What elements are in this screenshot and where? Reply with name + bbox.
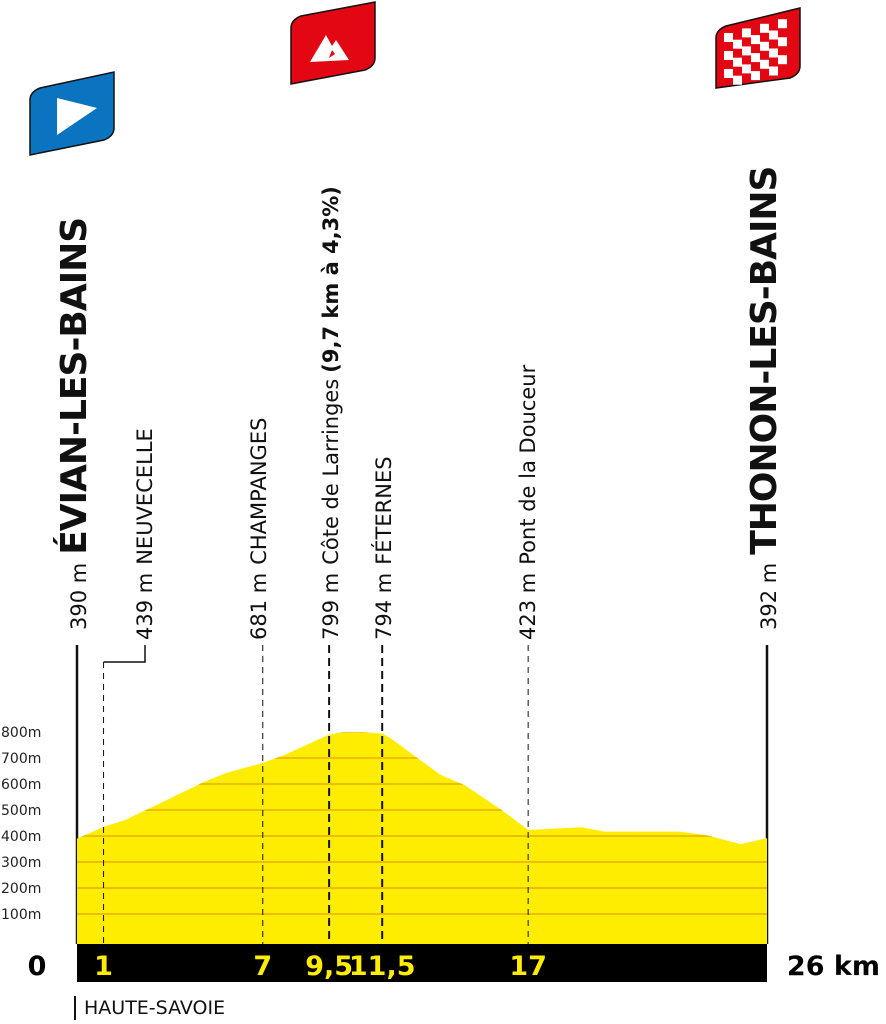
checker-square bbox=[733, 57, 742, 67]
point-altitude: 439 m bbox=[133, 572, 157, 640]
start-label: 390 m ÉVIAN-LES-BAINS bbox=[53, 218, 97, 630]
checker-square bbox=[760, 23, 769, 33]
checker-square bbox=[778, 19, 787, 29]
finish-label: 392 m THONON-LES-BAINS bbox=[743, 167, 787, 630]
point-altitude: 799 m bbox=[319, 572, 343, 640]
start-altitude: 390 m bbox=[67, 562, 91, 630]
point-name: FÉTERNES bbox=[372, 456, 396, 565]
finish-flag bbox=[715, 7, 801, 89]
y-tick-label: 400m bbox=[1, 829, 41, 845]
y-tick-label: 800m bbox=[1, 725, 41, 741]
point-altitude: 423 m bbox=[516, 572, 540, 640]
finish-town: THONON-LES-BAINS bbox=[744, 166, 785, 555]
y-tick-label: 600m bbox=[1, 777, 41, 793]
point-name: Côte de Larringes bbox=[319, 378, 343, 565]
y-tick-label: 100m bbox=[1, 907, 41, 923]
km-mark-label: 17 bbox=[509, 951, 547, 982]
km-mark-label: 7 bbox=[253, 951, 272, 982]
mountain-icon bbox=[310, 35, 349, 62]
checker-square bbox=[733, 75, 742, 85]
climb-detail: (9,7 km à 4,3%) bbox=[319, 186, 343, 373]
climb-flag bbox=[290, 1, 376, 85]
region-label: HAUTE-SAVOIE bbox=[74, 996, 225, 1020]
y-tick-label: 500m bbox=[1, 803, 41, 819]
neuvecelle-leader-line bbox=[103, 645, 146, 663]
checker-square bbox=[742, 64, 751, 74]
checker-square bbox=[724, 51, 733, 60]
checker-square bbox=[724, 69, 733, 78]
checker-square bbox=[742, 46, 751, 56]
point-name: Pont de la Douceur bbox=[516, 364, 540, 565]
point-altitude: 794 m bbox=[372, 572, 396, 640]
checker-square bbox=[760, 41, 769, 51]
point-altitude: 681 m bbox=[247, 572, 271, 640]
km-start-label: 0 bbox=[28, 951, 47, 982]
checker-square bbox=[751, 71, 760, 81]
profile-area bbox=[77, 732, 767, 944]
checker-square bbox=[724, 33, 733, 42]
point-label: 681 m CHAMPANGES bbox=[245, 418, 273, 640]
checker-square bbox=[733, 39, 742, 49]
y-tick-label: 200m bbox=[1, 881, 41, 897]
point-label: 439 m NEUVECELLE bbox=[131, 428, 159, 640]
y-tick-label: 300m bbox=[1, 855, 41, 871]
km-mark-label: 11,5 bbox=[349, 951, 416, 982]
checkered-flag-icon bbox=[724, 19, 787, 85]
km-end-label: 26 km bbox=[787, 951, 880, 982]
y-tick-label: 700m bbox=[1, 751, 41, 767]
start-town: ÉVIAN-LES-BAINS bbox=[54, 217, 95, 555]
finish-altitude: 392 m bbox=[757, 562, 781, 630]
point-label: 794 m FÉTERNES bbox=[370, 456, 398, 640]
point-name: NEUVECELLE bbox=[133, 428, 157, 565]
km-mark-label: 1 bbox=[94, 951, 113, 982]
point-label: 423 m Pont de la Douceur bbox=[514, 365, 542, 640]
checker-square bbox=[742, 28, 751, 38]
checker-square bbox=[778, 55, 787, 65]
climb-label: 799 m Côte de Larringes (9,7 km à 4,3%) bbox=[317, 186, 345, 640]
start-flag bbox=[29, 71, 115, 156]
play-triangle-icon bbox=[57, 98, 97, 135]
checker-square bbox=[769, 30, 778, 40]
checker-square bbox=[751, 53, 760, 63]
km-mark-label: 9,5 bbox=[305, 951, 353, 982]
checker-square bbox=[760, 59, 769, 69]
checker-square bbox=[769, 48, 778, 58]
km-bar bbox=[77, 944, 767, 982]
checker-square bbox=[778, 37, 787, 47]
checker-square bbox=[751, 35, 760, 45]
checker-square bbox=[769, 66, 778, 76]
point-name: CHAMPANGES bbox=[247, 417, 271, 565]
